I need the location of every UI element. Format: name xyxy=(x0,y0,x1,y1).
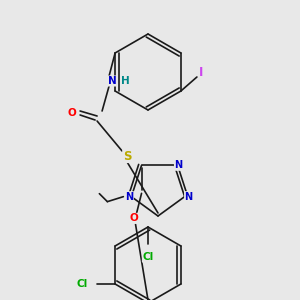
Text: Cl: Cl xyxy=(142,252,154,262)
Text: O: O xyxy=(129,213,138,223)
Text: Cl: Cl xyxy=(76,279,88,289)
Text: N: N xyxy=(174,160,182,170)
Text: H: H xyxy=(121,76,130,86)
Text: N: N xyxy=(125,192,134,202)
Text: O: O xyxy=(68,108,76,118)
Text: N: N xyxy=(108,76,116,86)
Text: I: I xyxy=(199,67,203,80)
Text: S: S xyxy=(123,149,131,163)
Text: N: N xyxy=(184,192,193,202)
